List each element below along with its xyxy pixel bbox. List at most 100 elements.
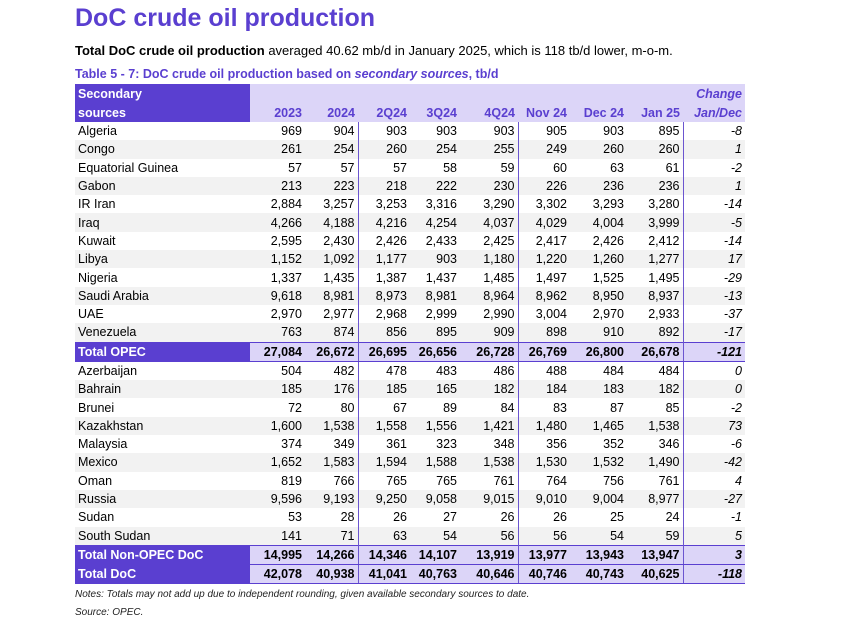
value-cell: 763 — [250, 323, 305, 343]
value-cell: 84 — [460, 398, 519, 417]
value-cell: 42,078 — [250, 564, 305, 585]
value-cell: 54 — [410, 526, 460, 546]
value-cell: 2Q24 — [358, 103, 410, 122]
value-cell: 903 — [410, 250, 460, 269]
value-cell: 67 — [358, 398, 410, 417]
value-cell: 8,973 — [358, 286, 410, 305]
change-cell: 1 — [683, 176, 745, 196]
table-row: Kuwait 2,595 2,430 2,426 2,433 2,425 2,417 2,42… — [75, 231, 745, 251]
value-cell: 249 — [518, 140, 570, 159]
change-cell: 1 — [683, 140, 745, 159]
value-cell: 895 — [410, 323, 460, 343]
value-cell: 1,600 — [250, 416, 305, 436]
value-cell: 254 — [410, 140, 460, 159]
summary-text: Total DoC crude oil production averaged … — [75, 43, 673, 58]
value-cell: 8,981 — [305, 286, 359, 305]
value-cell: 4,004 — [570, 213, 627, 232]
value-cell: 57 — [250, 158, 305, 177]
production-table: Secondary Change sources 2023 2024 2Q24 3Q24 4Q… — [75, 84, 745, 585]
value-cell: 57 — [305, 158, 359, 177]
table-row: Malaysia 374 349 361 323 348 356 352 346 -6 — [75, 435, 745, 454]
value-cell: 892 — [627, 323, 684, 343]
change-cell: -13 — [683, 286, 745, 305]
value-cell: 56 — [460, 526, 519, 546]
table-row: Russia 9,596 9,193 9,250 9,058 9,015 9,010 9,00… — [75, 489, 745, 509]
value-cell: 1,538 — [627, 416, 684, 436]
table-row: Brunei 72 80 67 89 84 83 87 85 -2 — [75, 398, 745, 417]
value-cell: 1,538 — [305, 416, 359, 436]
value-cell — [410, 84, 460, 103]
value-cell: 8,950 — [570, 286, 627, 305]
value-cell: 3,257 — [305, 195, 359, 214]
value-cell: 1,588 — [410, 453, 460, 472]
value-cell — [570, 84, 627, 103]
value-cell: 26,678 — [627, 341, 684, 362]
caption-italic: secondary sources — [354, 67, 469, 81]
value-cell: 218 — [358, 176, 410, 196]
value-cell: 2023 — [250, 103, 305, 122]
value-cell: 165 — [410, 380, 460, 399]
value-cell: 89 — [410, 398, 460, 417]
value-cell: 26 — [518, 508, 570, 527]
value-cell: 909 — [460, 323, 519, 343]
row-label: Iraq — [75, 213, 250, 232]
row-label: IR Iran — [75, 195, 250, 214]
value-cell: 1,337 — [250, 268, 305, 287]
value-cell: 361 — [358, 435, 410, 454]
change-cell: -37 — [683, 304, 745, 324]
value-cell: 356 — [518, 435, 570, 454]
table-row: Azerbaijan 504 482 478 483 486 488 484 484 0 — [75, 361, 745, 381]
value-cell: 183 — [570, 380, 627, 399]
table-row: Gabon 213 223 218 222 230 226 236 236 1 — [75, 176, 745, 196]
value-cell: 969 — [250, 122, 305, 141]
value-cell: 182 — [627, 380, 684, 399]
value-cell: 255 — [460, 140, 519, 159]
table-row: Sudan 53 28 26 27 26 26 25 24 -1 — [75, 508, 745, 527]
table-row: IR Iran 2,884 3,257 3,253 3,316 3,290 3,302 3,2… — [75, 195, 745, 214]
value-cell: 1,277 — [627, 250, 684, 269]
value-cell: 1,497 — [518, 268, 570, 287]
value-cell: 56 — [518, 526, 570, 546]
value-cell: 3,280 — [627, 195, 684, 214]
value-cell: 484 — [570, 361, 627, 381]
caption-prefix: Table 5 - 7: DoC crude oil production ba… — [75, 67, 355, 81]
value-cell: 2,595 — [250, 231, 305, 251]
change-cell: -1 — [683, 508, 745, 527]
value-cell: 71 — [305, 526, 359, 546]
table-row: UAE 2,970 2,977 2,968 2,999 2,990 3,004 2,970 2,… — [75, 304, 745, 324]
caption-suffix: , tb/d — [468, 67, 499, 81]
value-cell: 766 — [305, 471, 359, 490]
value-cell: 54 — [570, 526, 627, 546]
table-row: Equatorial Guinea 57 57 57 58 59 60 63 61 -2 — [75, 158, 745, 177]
row-label: Kazakhstan — [75, 416, 250, 436]
value-cell: 2,417 — [518, 231, 570, 251]
value-cell: 1,532 — [570, 453, 627, 472]
value-cell — [627, 84, 683, 103]
table-row: Bahrain 185 176 185 165 182 184 183 182 0 — [75, 380, 745, 399]
row-label: Sudan — [75, 508, 250, 527]
summary-bold: Total DoC crude oil production — [75, 43, 265, 58]
value-cell: 3Q24 — [410, 103, 460, 122]
value-cell: 222 — [410, 176, 460, 196]
value-cell: 28 — [305, 508, 359, 527]
value-cell: 3,253 — [358, 195, 410, 214]
change-cell: -8 — [683, 122, 745, 141]
value-cell: 9,058 — [410, 489, 460, 509]
value-cell: 348 — [460, 435, 519, 454]
table-row: Iraq 4,266 4,188 4,216 4,254 4,037 4,029 4,004 3… — [75, 213, 745, 232]
total-row: Total DoC 42,078 40,938 41,041 40,763 40,646 4… — [75, 564, 745, 585]
value-cell: 1,387 — [358, 268, 410, 287]
table-caption: Table 5 - 7: DoC crude oil production ba… — [75, 67, 498, 81]
value-cell: 40,763 — [410, 564, 460, 585]
row-label: South Sudan — [75, 526, 250, 546]
value-cell: 26,728 — [460, 341, 519, 362]
value-cell: 2,999 — [410, 304, 460, 324]
value-cell: 819 — [250, 471, 305, 490]
value-cell: 8,981 — [410, 286, 460, 305]
value-cell — [518, 84, 570, 103]
value-cell: 14,107 — [410, 544, 460, 566]
table-row: Congo 261 254 260 254 255 249 260 260 1 — [75, 140, 745, 159]
change-cell: Jan/Dec — [683, 103, 745, 122]
value-cell: 3,316 — [410, 195, 460, 214]
value-cell: 486 — [460, 361, 519, 381]
